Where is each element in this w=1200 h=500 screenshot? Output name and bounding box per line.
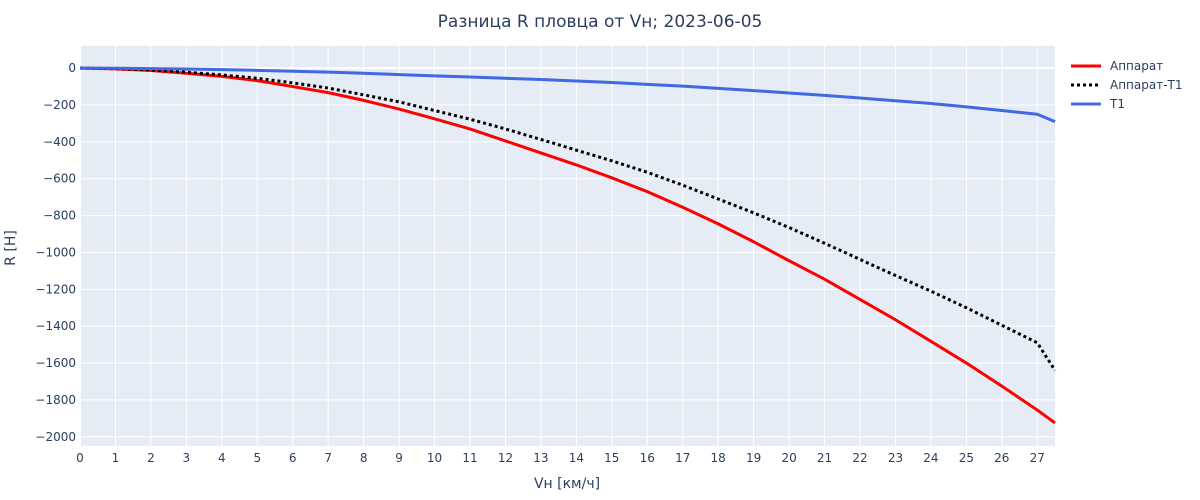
x-tick-label: 26 (994, 451, 1009, 465)
y-tick-labels: 0 −200 −400 −600 −800 −1000 −1200 −1400 −1600 −18… (35, 61, 76, 444)
legend-item[interactable]: Аппарат (1071, 59, 1163, 73)
series-lines (79, 66, 1057, 425)
legend-label: Аппарат-Т1 (1110, 78, 1183, 92)
plot-background (80, 46, 1055, 446)
x-tick-label: 18 (711, 451, 726, 465)
series-line (79, 66, 1056, 425)
legend-item[interactable]: Т1 (1071, 97, 1125, 111)
x-tick-labels: 0 1 2 3 4 5 6 7 8 9 10 11 12 13 14 15 16 17 18 19 20 21 22 23 24… (76, 451, 1045, 465)
y-axis-title: R [Н] (3, 230, 19, 266)
y-tick-label: −1600 (35, 356, 76, 370)
legend-item[interactable]: Аппарат-Т1 (1071, 78, 1183, 92)
x-tick-label: 5 (253, 451, 261, 465)
x-tick-label: 8 (360, 451, 368, 465)
x-tick-label: 12 (498, 451, 513, 465)
grid-lines (79, 46, 1055, 446)
x-tick-label: 24 (923, 451, 938, 465)
series-line (79, 66, 1057, 372)
y-tick-label: −200 (43, 98, 76, 112)
x-tick-label: 17 (675, 451, 690, 465)
x-tick-label: 15 (604, 451, 619, 465)
series-line (79, 66, 1056, 123)
y-tick-label: −2000 (35, 430, 76, 444)
x-tick-label: 6 (289, 451, 297, 465)
legend-label: Т1 (1109, 97, 1125, 111)
x-tick-label: 1 (112, 451, 120, 465)
x-tick-label: 14 (569, 451, 584, 465)
chart-title: Разница R пловца от Vн; 2023-06-05 (438, 12, 763, 32)
y-tick-label: −800 (43, 209, 76, 223)
x-tick-label: 11 (462, 451, 477, 465)
x-tick-label: 9 (395, 451, 403, 465)
x-tick-label: 7 (324, 451, 332, 465)
x-tick-label: 23 (888, 451, 903, 465)
y-tick-label: −400 (43, 135, 76, 149)
x-tick-label: 22 (852, 451, 867, 465)
x-tick-label: 20 (781, 451, 796, 465)
x-tick-label: 19 (746, 451, 761, 465)
x-tick-label: 21 (817, 451, 832, 465)
x-tick-label: 10 (427, 451, 442, 465)
x-tick-label: 0 (76, 451, 84, 465)
legend-label: Аппарат (1110, 59, 1163, 73)
x-tick-label: 25 (959, 451, 974, 465)
x-axis-title: Vн [км/ч] (534, 476, 600, 492)
y-tick-label: −1000 (35, 245, 76, 259)
y-tick-label: −1200 (35, 282, 76, 296)
x-tick-label: 3 (183, 451, 191, 465)
x-tick-label: 27 (1030, 451, 1045, 465)
x-tick-label: 16 (640, 451, 655, 465)
y-tick-label: −600 (43, 172, 76, 186)
y-tick-label: −1400 (35, 319, 76, 333)
x-tick-label: 2 (147, 451, 155, 465)
x-tick-label: 4 (218, 451, 226, 465)
legend[interactable]: Аппарат Аппарат-Т1 Т1 (1071, 59, 1183, 111)
y-tick-label: −1800 (35, 393, 76, 407)
x-tick-label: 13 (533, 451, 548, 465)
y-tick-label: 0 (68, 61, 76, 75)
